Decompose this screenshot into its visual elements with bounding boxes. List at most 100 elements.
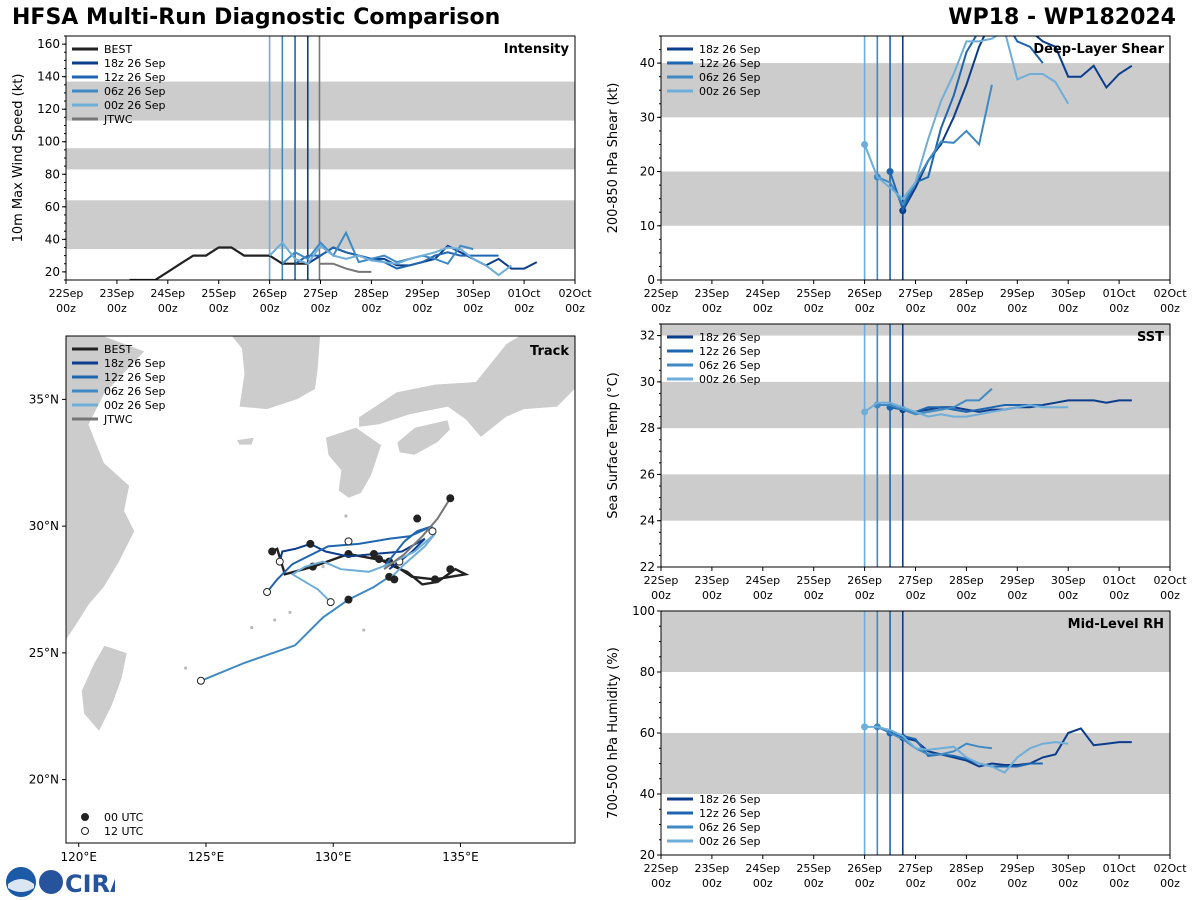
- legend-entry: 00z 26 Sep: [104, 99, 166, 112]
- y-tick-label: 10: [640, 219, 655, 233]
- x-tick-day: 24Sep: [150, 287, 185, 300]
- land-taiwan: [80, 644, 128, 733]
- x-tick-day: 02Oct: [1153, 574, 1187, 587]
- x-tick-day: 02Oct: [1153, 287, 1187, 300]
- x-tick-hour: 00z: [804, 302, 824, 315]
- x-tick-hour: 00z: [906, 877, 926, 890]
- y-tick-label: 0: [647, 273, 655, 287]
- x-tick-day: 23Sep: [100, 287, 135, 300]
- x-tick-hour: 00z: [702, 877, 722, 890]
- x-tick-hour: 00z: [702, 589, 722, 602]
- x-tick-hour: 00z: [651, 589, 671, 602]
- lat-tick-label: 25°N: [29, 646, 59, 660]
- track-point-12utc: [326, 598, 335, 607]
- x-tick-hour: 00z: [1160, 589, 1180, 602]
- y-tick-label: 22: [640, 560, 655, 574]
- x-tick-day: 26Sep: [847, 287, 882, 300]
- island-marker: [184, 666, 188, 670]
- x-tick-day: 29Sep: [1000, 287, 1035, 300]
- intensity-band: [661, 324, 1170, 336]
- land-china-coast: [66, 336, 146, 641]
- x-tick-hour: 00z: [651, 302, 671, 315]
- series-line-06z: [281, 230, 474, 265]
- series-line-18z: [901, 36, 1133, 212]
- x-tick-day: 30Sep: [456, 287, 491, 300]
- intensity-band: [661, 611, 1170, 672]
- x-tick-day: 27Sep: [303, 287, 338, 300]
- intensity-band: [661, 733, 1170, 794]
- lon-tick-label: 135°E: [442, 850, 479, 864]
- y-tick-label: 28: [640, 421, 655, 435]
- x-tick-day: 02Oct: [1153, 862, 1187, 875]
- y-tick-label: 40: [640, 56, 655, 70]
- x-tick-day: 25Sep: [201, 287, 236, 300]
- track-point-00utc: [446, 565, 455, 574]
- track-point-00utc: [446, 494, 455, 503]
- x-tick-hour: 00z: [906, 302, 926, 315]
- x-tick-hour: 00z: [957, 877, 977, 890]
- x-tick-hour: 00z: [1109, 302, 1129, 315]
- panel-title: Intensity: [504, 42, 570, 57]
- track-point-12utc: [263, 588, 272, 597]
- x-tick-day: 28Sep: [354, 287, 389, 300]
- lon-tick-label: 120°E: [60, 850, 97, 864]
- y-tick-label: 140: [37, 70, 60, 84]
- x-tick-hour: 00z: [702, 302, 722, 315]
- intensity-band: [66, 81, 575, 121]
- y-axis-label: 200-850 hPa Shear (kt): [606, 83, 621, 234]
- cira-noaa-logo: CIRA: [6, 867, 115, 898]
- x-tick-hour: 00z: [1058, 302, 1078, 315]
- legend-entry: 00z 26 Sep: [699, 835, 761, 848]
- x-tick-day: 29Sep: [1000, 574, 1035, 587]
- island-marker: [288, 610, 292, 614]
- legend-entry: 18z 26 Sep: [699, 793, 761, 806]
- x-tick-day: 23Sep: [695, 287, 730, 300]
- y-axis-label: 10m Max Wind Speed (kt): [11, 74, 26, 243]
- marker-legend-00utc: [81, 813, 89, 821]
- track-point-00utc: [375, 555, 384, 564]
- x-tick-day: 28Sep: [949, 862, 984, 875]
- x-tick-hour: 00z: [1160, 877, 1180, 890]
- x-tick-day: 22Sep: [644, 287, 679, 300]
- track-point-00utc: [268, 547, 277, 556]
- island-marker: [321, 565, 325, 569]
- legend-entry: 00z 26 Sep: [699, 373, 761, 386]
- x-tick-hour: 00z: [651, 877, 671, 890]
- land-kyushu: [325, 426, 383, 499]
- y-tick-label: 160: [37, 37, 60, 51]
- legend-entry: 12z 26 Sep: [699, 807, 761, 820]
- legend-entry: 06z 26 Sep: [104, 385, 166, 398]
- legend-entry: 12z 26 Sep: [104, 371, 166, 384]
- x-tick-hour: 00z: [311, 302, 331, 315]
- y-tick-label: 60: [45, 200, 60, 214]
- x-tick-hour: 00z: [753, 877, 773, 890]
- y-axis-label: 700-500 hPa Humidity (%): [606, 647, 621, 819]
- x-tick-day: 22Sep: [49, 287, 84, 300]
- x-tick-hour: 00z: [260, 302, 280, 315]
- track-point-12utc: [344, 537, 353, 546]
- track-point-12utc: [275, 557, 284, 566]
- x-tick-day: 01Oct: [1103, 287, 1137, 300]
- x-tick-hour: 00z: [463, 302, 483, 315]
- x-tick-hour: 00z: [565, 302, 585, 315]
- x-tick-day: 02Oct: [558, 287, 592, 300]
- x-tick-day: 22Sep: [644, 574, 679, 587]
- marker-legend-entry: 12 UTC: [104, 825, 144, 838]
- x-tick-hour: 00z: [855, 302, 875, 315]
- legend-entry: 06z 26 Sep: [699, 71, 761, 84]
- y-tick-label: 60: [640, 726, 655, 740]
- land-korea: [230, 336, 321, 410]
- legend-entry: JTWC: [103, 113, 133, 126]
- x-tick-day: 28Sep: [949, 574, 984, 587]
- x-tick-hour: 00z: [1160, 302, 1180, 315]
- cira-logo-text: CIRA: [65, 870, 115, 898]
- x-tick-day: 30Sep: [1051, 287, 1086, 300]
- legend-entry: 18z 26 Sep: [699, 331, 761, 344]
- track-line-BEST: [271, 547, 470, 586]
- intensity-band: [661, 381, 1170, 429]
- x-tick-hour: 00z: [1109, 877, 1129, 890]
- track-line-06z: [200, 575, 390, 682]
- track-line-12z: [266, 525, 433, 593]
- track-point-12utc: [428, 527, 437, 536]
